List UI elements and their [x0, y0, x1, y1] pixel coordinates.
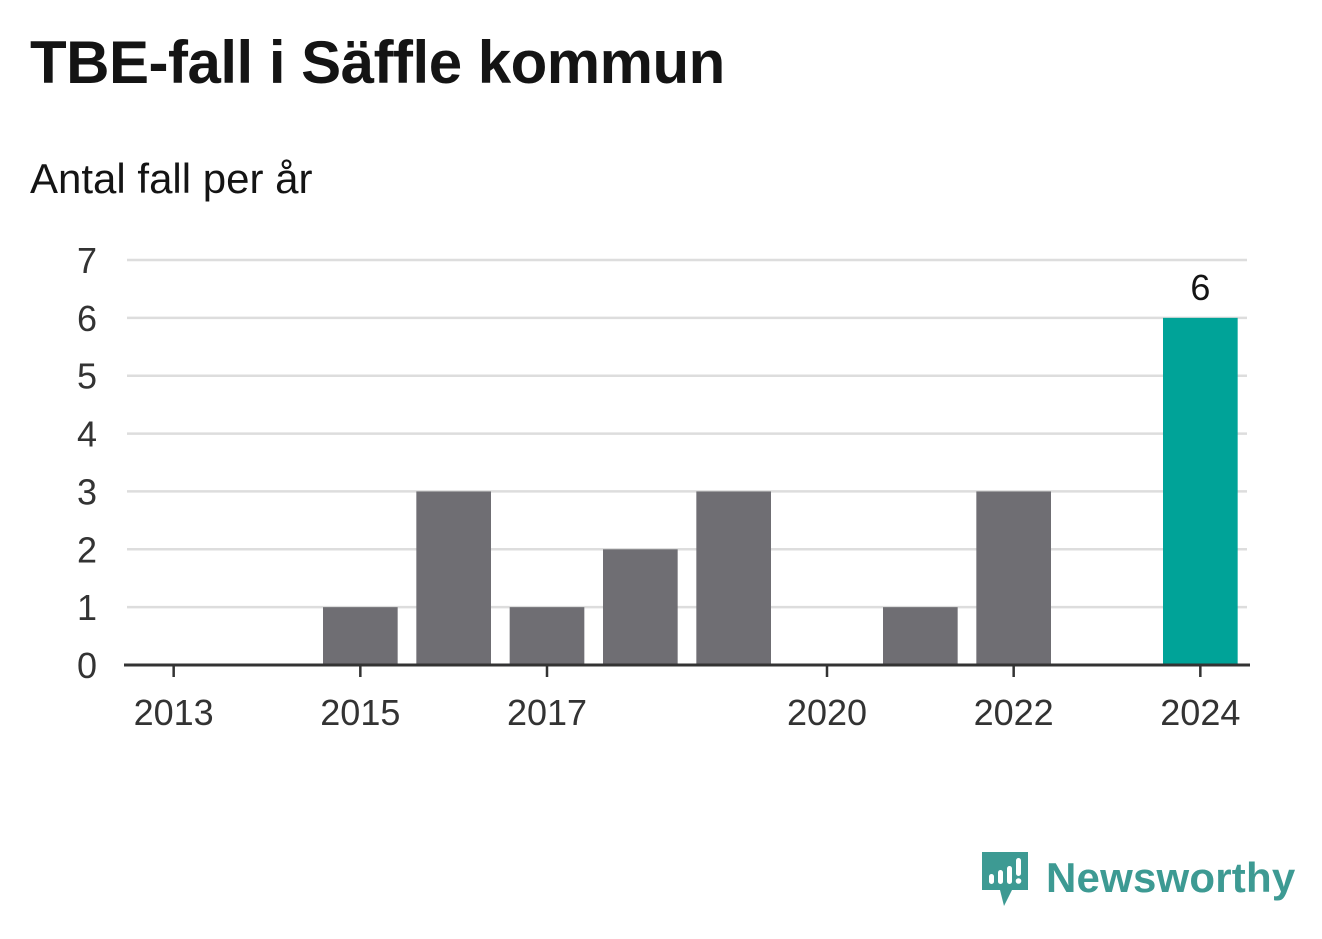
bar-2024: [1163, 317, 1238, 665]
bar-2018: [603, 549, 678, 665]
y-tick-label: 5: [77, 356, 97, 397]
bar-2017: [509, 607, 585, 665]
bar-2022: [976, 491, 1051, 665]
x-tick-label: 2015: [320, 692, 400, 733]
y-tick-label: 3: [77, 471, 97, 512]
y-tick-label: 4: [77, 414, 97, 455]
data-label: 6: [1190, 267, 1210, 308]
y-tick-label: 1: [77, 587, 97, 628]
x-tick-label: 2013: [134, 692, 214, 733]
x-tick-label: 2017: [507, 692, 587, 733]
bar-2019: [696, 491, 771, 665]
bar-2015: [323, 607, 398, 665]
bar-2021: [883, 607, 958, 665]
x-tick-label: 2022: [974, 692, 1054, 733]
newsworthy-logo-icon: [982, 852, 1028, 906]
brand-name: Newsworthy: [1046, 854, 1296, 901]
x-tick-label: 2020: [787, 692, 867, 733]
y-tick-label: 0: [77, 645, 97, 686]
chart-title: TBE-fall i Säffle kommun: [30, 29, 725, 96]
x-tick-label: 2024: [1160, 692, 1240, 733]
y-tick-label: 7: [77, 240, 97, 281]
y-tick-label: 2: [77, 529, 97, 570]
bar-2016: [416, 491, 491, 665]
y-tick-label: 6: [77, 298, 97, 339]
brand-logo: Newsworthy: [980, 848, 1295, 908]
chart-subtitle: Antal fall per år: [30, 155, 313, 202]
